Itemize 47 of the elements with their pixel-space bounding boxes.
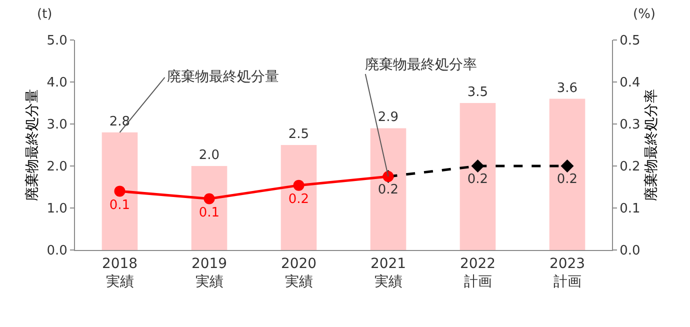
data-label: 2.0 [198,148,220,163]
data-label: 0.2 [467,172,488,187]
point [293,180,304,191]
data-label: 2.5 [288,127,310,142]
y2-tick-label: 0.1 [620,202,640,217]
point [204,193,215,204]
data-label: 0.2 [556,172,578,187]
text: (%) [633,7,656,22]
point [114,186,126,197]
y-tick-label: 2.0 [46,160,68,175]
data-label: 3.5 [467,85,488,100]
y2-axis-title: 廃棄物最終処分率 [644,89,660,201]
data-label: 2.8 [109,114,130,130]
bar [549,98,586,250]
x-tick-label: 2018 実績 [102,256,138,290]
y-tick-label: 3.0 [46,118,68,133]
data-label: 0.2 [378,182,399,198]
x-tick-label: 2020 実績 [280,256,317,290]
bar [191,166,228,250]
bar [460,103,496,250]
point [471,160,484,172]
bar [280,145,317,250]
y2-tick-label: 0.2 [620,160,640,175]
x-tick-label: 2023 計画 [549,256,586,290]
data-label: 0.1 [198,205,220,220]
y-tick-label: 1.0 [46,202,68,217]
data-label: 0.2 [288,192,310,207]
point [560,160,574,172]
annotation: 廃棄物最終処分量 [167,69,279,85]
x-tick-label: 2022 計画 [460,256,496,290]
x-tick-label: 2021 実績 [370,256,406,290]
data-label: 3.6 [556,80,578,96]
data-label: 2.9 [378,110,399,126]
y-axis-title: 廃棄物最終処分量 [24,89,40,201]
bar [102,132,138,250]
data-label: 0.1 [109,198,130,213]
text: (t) [37,7,52,22]
y2-tick-label: 0.3 [620,118,640,133]
y2-tick-label: 0.0 [620,244,640,259]
annotation: 廃棄物最終処分率 [365,57,477,73]
y-tick-label: 5.0 [46,34,68,49]
bar [370,128,406,250]
x-tick-label: 2019 実績 [191,256,228,290]
y2-tick-label: 0.5 [620,34,640,49]
y2-tick-label: 0.4 [620,76,640,91]
y-tick-label: 4.0 [46,76,68,91]
y-tick-label: 0.0 [46,244,68,259]
